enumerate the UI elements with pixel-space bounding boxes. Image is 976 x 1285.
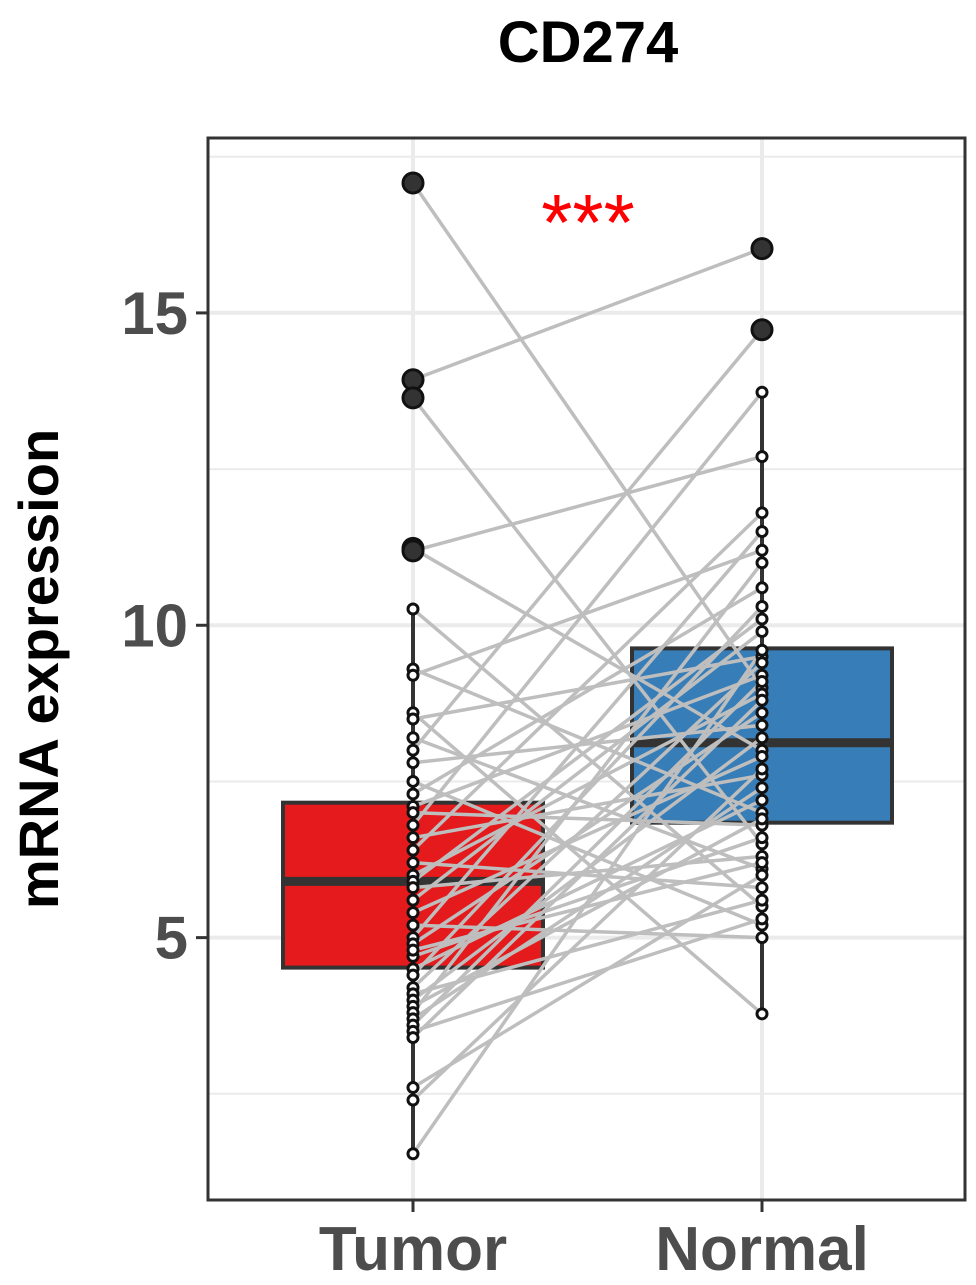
point <box>406 943 420 957</box>
point <box>750 318 774 342</box>
point <box>406 881 420 895</box>
point <box>755 912 769 926</box>
point <box>406 1093 420 1107</box>
point <box>755 581 769 595</box>
pair-line <box>412 692 763 877</box>
pair-line <box>411 391 764 827</box>
point <box>755 762 769 776</box>
point <box>406 818 420 832</box>
pair-line <box>411 605 764 977</box>
point <box>401 171 425 195</box>
point <box>755 656 769 670</box>
pair-line <box>411 630 764 902</box>
pair-line <box>411 680 764 1027</box>
point <box>755 1007 769 1021</box>
y-axis-label: mRNA expression <box>7 429 70 909</box>
point <box>755 625 769 639</box>
point <box>755 612 769 626</box>
point <box>755 893 769 907</box>
pair-line <box>411 396 764 845</box>
point <box>406 787 420 801</box>
point <box>755 525 769 539</box>
point <box>755 831 769 845</box>
pair-line <box>412 917 763 1033</box>
point <box>406 806 420 820</box>
pair-line <box>412 711 763 946</box>
pair-line <box>412 586 763 796</box>
point <box>755 643 769 657</box>
pair-line <box>412 673 763 809</box>
pair-line <box>411 328 764 752</box>
point <box>406 918 420 932</box>
pair-line <box>411 617 764 883</box>
point <box>406 756 420 770</box>
point <box>755 543 769 557</box>
point <box>755 931 769 945</box>
point <box>755 881 769 895</box>
pair-line <box>412 454 763 553</box>
point <box>406 1081 420 1095</box>
pair-line <box>412 817 763 1008</box>
point <box>406 856 420 870</box>
point <box>755 781 769 795</box>
significance: *** <box>541 178 634 267</box>
point <box>755 793 769 807</box>
point <box>406 843 420 857</box>
point <box>406 743 420 757</box>
pair-line <box>411 511 764 852</box>
pair-line <box>412 923 763 940</box>
point <box>406 1031 420 1045</box>
pair-line <box>411 711 764 1016</box>
chart-title: CD274 <box>498 10 679 75</box>
point <box>406 1147 420 1161</box>
point <box>755 450 769 464</box>
point <box>755 693 769 707</box>
point <box>406 668 420 682</box>
pair-line <box>412 854 763 890</box>
point <box>755 674 769 688</box>
point <box>401 386 425 410</box>
point <box>755 706 769 720</box>
pair-line <box>412 860 763 952</box>
point <box>406 906 420 920</box>
point <box>755 812 769 826</box>
point <box>406 712 420 726</box>
pair-line <box>412 246 763 382</box>
point <box>406 831 420 845</box>
pair-line <box>411 661 764 989</box>
point <box>406 731 420 745</box>
point <box>755 868 769 882</box>
point <box>406 774 420 788</box>
x-tick-label: Tumor <box>319 1215 507 1280</box>
y-tick-label: 15 <box>121 280 188 347</box>
point <box>755 506 769 520</box>
point <box>755 731 769 745</box>
point <box>755 600 769 614</box>
pair-line <box>412 773 763 840</box>
point <box>755 556 769 570</box>
pair-line <box>412 873 763 1090</box>
point <box>406 602 420 616</box>
point <box>406 968 420 982</box>
x-tick-label: Normal <box>655 1215 869 1280</box>
pair-line <box>411 649 764 1155</box>
plot-border <box>206 136 967 1202</box>
y-tick-label: 10 <box>121 592 188 659</box>
point <box>750 237 774 261</box>
pair-line <box>411 698 764 1039</box>
point <box>755 385 769 399</box>
pair-line <box>411 767 764 1102</box>
point <box>406 893 420 907</box>
pair-line <box>411 561 764 1014</box>
point <box>755 749 769 763</box>
pair-line <box>411 181 764 689</box>
point <box>755 856 769 870</box>
point <box>401 539 425 563</box>
y-tick-label: 5 <box>155 905 188 972</box>
point <box>755 718 769 732</box>
pair-line <box>412 860 763 890</box>
pair-line <box>411 530 764 939</box>
